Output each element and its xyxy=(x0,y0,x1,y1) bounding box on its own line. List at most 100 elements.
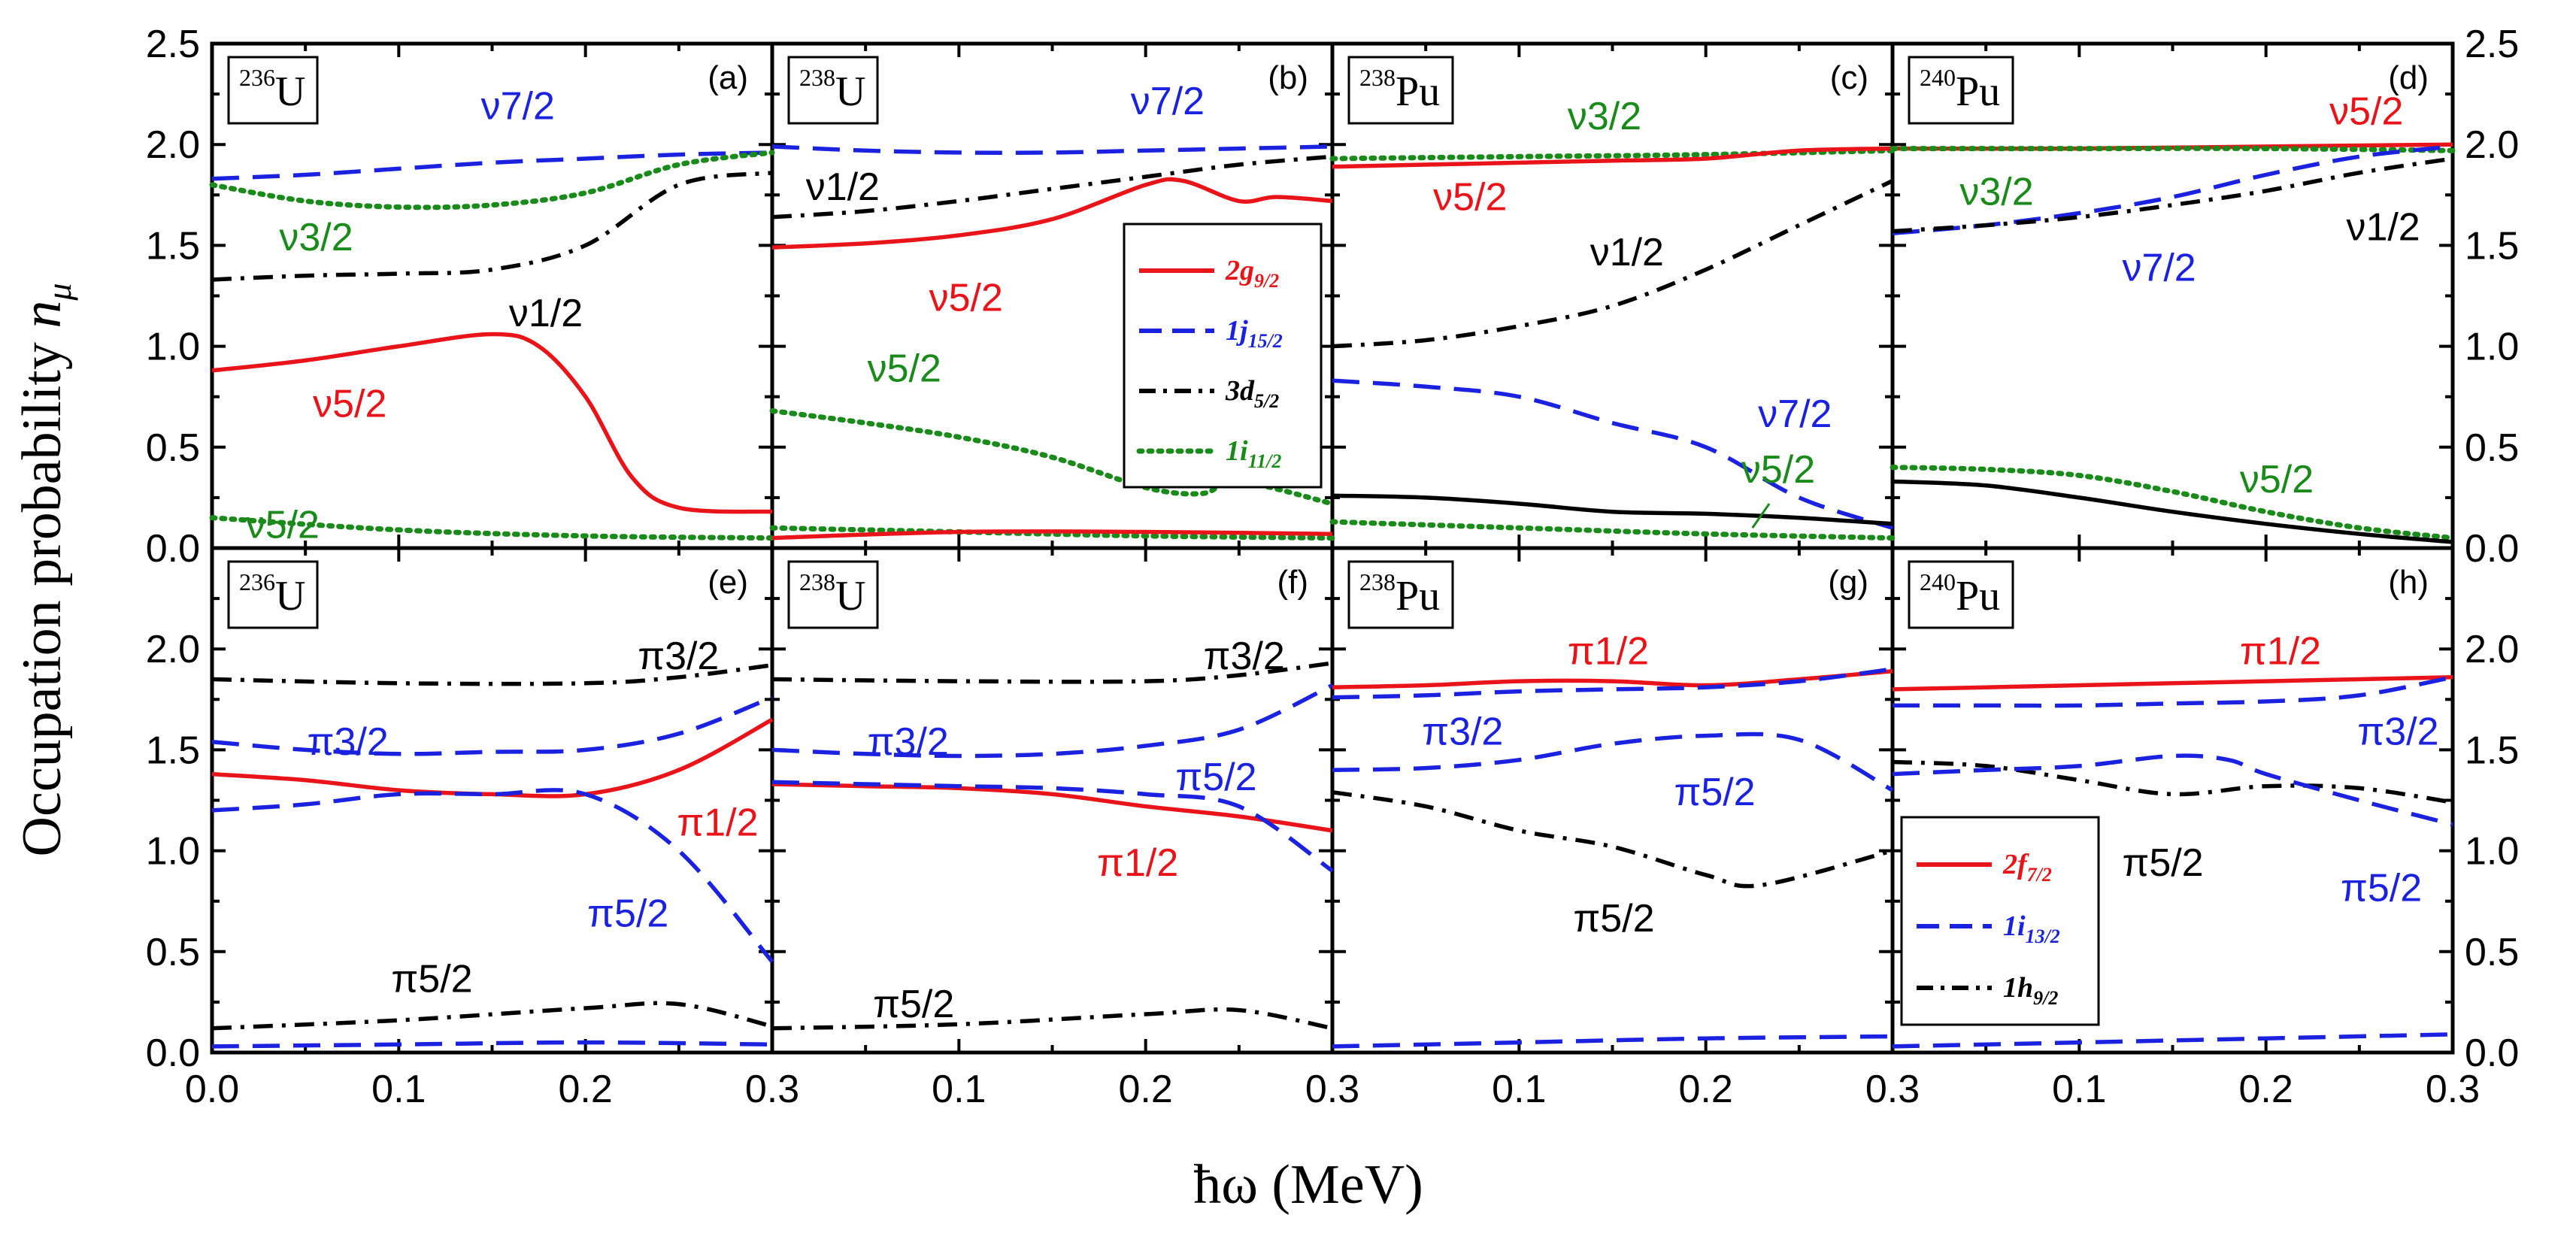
axes-text: Occupation probability nμ ħω (MeV) 0.0 0.… xyxy=(11,23,2519,1216)
mass-number: 240 xyxy=(1920,64,1956,91)
element-symbol: Pu xyxy=(1396,573,1440,619)
label-pointer xyxy=(1751,503,1771,529)
curve-label: π3/2 xyxy=(638,635,719,678)
y-tick-label: 0.5 xyxy=(2465,426,2519,470)
x-tick-label: 0.2 xyxy=(1679,1068,1733,1111)
legend-orbital: 1h xyxy=(2003,972,2033,1004)
y-tick-label: 2.5 xyxy=(146,23,200,66)
y-tick-label: 0.0 xyxy=(146,527,200,571)
element-symbol: U xyxy=(835,573,865,619)
curve-label: π5/2 xyxy=(1573,897,1654,941)
nucleus-label: 238Pu xyxy=(1359,568,1440,619)
mass-number: 238 xyxy=(1359,568,1396,595)
y-tick-label: 1.5 xyxy=(2465,728,2519,772)
y-tick-label: 2.5 xyxy=(2465,23,2519,66)
y-tick-label: 0.0 xyxy=(146,1031,200,1075)
legend-subscript: 11/2 xyxy=(1248,450,1282,472)
series-line xyxy=(211,1001,773,1031)
x-tick-label: 0.1 xyxy=(2052,1068,2106,1111)
curve-label: π5/2 xyxy=(391,957,472,1001)
y-tick-label: 0.0 xyxy=(2465,1031,2519,1075)
x-tick-label: 0.1 xyxy=(932,1068,986,1111)
legend-subscript: 9/2 xyxy=(1254,270,1279,292)
x-tick-label: 0.3 xyxy=(1305,1068,1359,1111)
panel-label: (c) xyxy=(1830,59,1868,96)
series-line xyxy=(1892,753,2453,827)
x-tick-label: 0.3 xyxy=(2426,1068,2480,1111)
series-layer xyxy=(209,142,2456,1049)
curve-label: ν5/2 xyxy=(1741,448,1815,492)
y-tick-label: 1.5 xyxy=(146,224,200,268)
legend-subscript: 13/2 xyxy=(2026,925,2060,947)
curve-label: ν3/2 xyxy=(1959,171,2033,214)
legend-subscript: 7/2 xyxy=(2027,864,2052,886)
panel-label: (b) xyxy=(1268,59,1308,96)
series-line xyxy=(211,662,773,686)
series-line xyxy=(211,695,774,756)
series-line xyxy=(1332,493,1893,526)
legend-orbital: 3d xyxy=(1225,375,1255,407)
curve-label: ν5/2 xyxy=(246,504,320,547)
y-tick-label: 2.0 xyxy=(146,123,200,167)
element-symbol: Pu xyxy=(1956,68,2000,115)
y-tick-label: 1.5 xyxy=(146,728,200,772)
curve-label: ν7/2 xyxy=(2122,246,2196,289)
x-tick-label: 0.2 xyxy=(1119,1068,1173,1111)
curve-label: ν3/2 xyxy=(279,216,353,259)
curve-label: ν1/2 xyxy=(806,165,880,209)
x-tick-label: 0.1 xyxy=(371,1068,426,1111)
series-line xyxy=(771,154,1333,220)
legend-orbital: 2f xyxy=(2002,849,2029,880)
y-tick-label: 2.0 xyxy=(2465,628,2519,671)
legend-label: 1j15/2 xyxy=(1226,315,1283,352)
series-line xyxy=(211,717,774,798)
series-line xyxy=(1890,465,2456,541)
curve-label: π3/2 xyxy=(2357,710,2438,754)
x-tick-label: 0.3 xyxy=(745,1068,799,1111)
series-line xyxy=(1332,790,1893,889)
legend-label: 2f7/2 xyxy=(2002,849,2052,886)
y-tick-label: 2.0 xyxy=(146,628,200,671)
x-tick-label: 0.0 xyxy=(185,1068,239,1111)
nucleus-box xyxy=(227,56,319,125)
legend-orbital: 1j xyxy=(1226,315,1248,347)
curve-label: π5/2 xyxy=(873,983,954,1026)
mass-number: 236 xyxy=(239,568,275,595)
y-axis-title: Occupation probability nμ xyxy=(11,283,78,857)
curve-label: π5/2 xyxy=(1674,771,1755,814)
series-line xyxy=(1332,146,1893,169)
x-tick-label: 0.3 xyxy=(1865,1068,1920,1111)
series-line xyxy=(771,144,1333,156)
y-tick-label: 0.5 xyxy=(146,426,200,470)
y-tick-label: 1.0 xyxy=(146,830,200,874)
nucleus-label: 240Pu xyxy=(1920,568,2000,619)
y-tick-label: 1.0 xyxy=(2465,830,2519,874)
series-line xyxy=(1329,519,1896,541)
curve-label: π5/2 xyxy=(2122,841,2203,885)
series-line xyxy=(1892,675,2453,692)
panel-label: (g) xyxy=(1828,564,1868,601)
series-line xyxy=(1332,668,1893,689)
curve-label: ν1/2 xyxy=(2346,206,2420,250)
series-line xyxy=(211,788,774,963)
curve-label: ν5/2 xyxy=(313,383,386,426)
mass-number: 236 xyxy=(239,64,275,91)
legend-orbital: 2g xyxy=(1225,255,1254,286)
nucleus-label: 238U xyxy=(799,568,865,619)
series-line xyxy=(1892,142,2453,151)
series-line xyxy=(771,780,1334,873)
nucleus-label: 238Pu xyxy=(1359,64,1440,115)
series-line xyxy=(1892,759,2453,804)
curve-label: ν7/2 xyxy=(1131,80,1205,123)
element-symbol: U xyxy=(275,68,305,115)
nucleus-box xyxy=(227,560,319,629)
curve-label: π3/2 xyxy=(868,720,949,764)
legend-orbital: 1i xyxy=(2003,910,2026,942)
element-symbol: U xyxy=(835,68,865,115)
y-tick-label: 0.5 xyxy=(146,931,200,974)
x-tick-label: 0.2 xyxy=(2239,1068,2293,1111)
nucleus-box xyxy=(1908,560,2014,629)
series-line xyxy=(1890,145,2456,153)
legend-subscript: 5/2 xyxy=(1254,390,1279,412)
series-line xyxy=(211,150,773,181)
